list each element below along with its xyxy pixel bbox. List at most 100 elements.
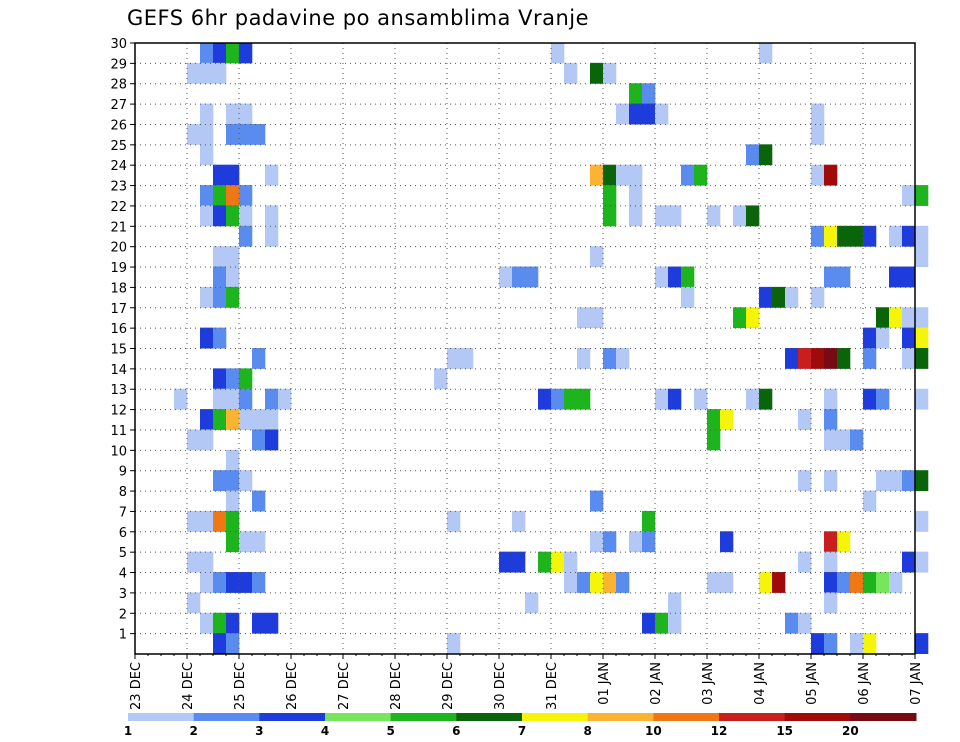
heatmap-cell — [824, 409, 838, 430]
heatmap-cell — [226, 531, 240, 553]
heatmap-cell — [811, 103, 825, 125]
heatmap-cell — [200, 429, 214, 451]
heatmap-cell — [850, 429, 864, 451]
x-tick-label: 03 JAN — [701, 662, 716, 705]
heatmap-cell — [226, 572, 240, 593]
heatmap-cell — [512, 266, 526, 288]
colorbar-swatch — [128, 713, 195, 721]
heatmap-cell — [213, 470, 227, 492]
heatmap-cell — [525, 266, 539, 288]
heatmap-cell — [785, 348, 799, 369]
heatmap-cell — [863, 225, 877, 247]
colorbar-swatch — [456, 713, 523, 721]
heatmap-cell — [720, 409, 734, 430]
heatmap-cell — [759, 42, 773, 64]
heatmap-cell — [668, 205, 682, 227]
y-tick-label: 14 — [110, 363, 127, 378]
heatmap-cell — [239, 123, 253, 145]
heatmap-cell — [629, 531, 643, 553]
heatmap-cell — [252, 348, 266, 369]
heatmap-cell — [707, 429, 721, 451]
heatmap-cell — [213, 572, 227, 593]
heatmap-cell — [239, 185, 253, 206]
heatmap-cell — [915, 470, 929, 492]
heatmap-cell — [252, 572, 266, 593]
colorbar-label: 4 — [321, 724, 329, 738]
colorbar-swatch — [653, 713, 720, 721]
heatmap-cell — [616, 103, 630, 125]
x-tick-label: 27 DEC — [337, 662, 352, 710]
heatmap-cell — [759, 286, 773, 308]
heatmap-cell — [213, 327, 227, 349]
y-tick-label: 23 — [110, 180, 127, 195]
data-cells — [174, 42, 929, 654]
heatmap-cell — [668, 388, 682, 410]
heatmap-cell — [226, 510, 240, 532]
heatmap-cell — [226, 470, 240, 492]
heatmap-cell — [915, 185, 929, 206]
heatmap-cell — [759, 572, 773, 593]
heatmap-cell — [447, 510, 461, 532]
x-tick-label: 28 DEC — [389, 662, 404, 710]
y-tick-label: 1 — [119, 628, 127, 643]
plot-frame — [134, 42, 916, 655]
y-tick-label: 4 — [119, 567, 127, 582]
heatmap-cell — [187, 62, 201, 84]
y-tick-label: 11 — [110, 424, 127, 439]
heatmap-cell — [226, 388, 240, 410]
heatmap-cell — [512, 510, 526, 532]
heatmap-cell — [200, 123, 214, 145]
colorbar-swatch — [193, 713, 260, 721]
heatmap-cell — [187, 123, 201, 145]
heatmap-cell — [902, 307, 916, 329]
heatmap-cell — [681, 266, 695, 288]
heatmap-cell — [590, 62, 604, 84]
x-tick-label: 05 JAN — [805, 662, 820, 705]
colorbar-label: 8 — [583, 724, 591, 738]
heatmap-cell — [499, 551, 513, 573]
heatmap-cell — [694, 164, 708, 186]
heatmap-cell — [759, 388, 773, 410]
heatmap-cell — [720, 531, 734, 553]
heatmap-cell — [239, 42, 253, 64]
heatmap-cell — [213, 164, 227, 186]
heatmap-cell — [265, 429, 279, 451]
heatmap-cell — [616, 164, 630, 186]
x-tick-label: 24 DEC — [181, 662, 196, 710]
x-tick-label: 06 JAN — [857, 662, 872, 705]
heatmap-cell — [239, 572, 253, 593]
colorbar-label: 5 — [386, 724, 394, 738]
heatmap-cell — [798, 409, 812, 430]
heatmap-cell — [590, 531, 604, 553]
heatmap-cell — [746, 205, 760, 227]
heatmap-cell — [915, 327, 929, 349]
heatmap-cell — [252, 612, 266, 634]
heatmap-cell — [915, 633, 929, 654]
heatmap-cell — [915, 348, 929, 369]
heatmap-cell — [681, 164, 695, 186]
y-tick-label: 24 — [110, 159, 127, 174]
y-tick-label: 7 — [119, 505, 127, 520]
heatmap-cell — [837, 225, 851, 247]
y-tick-label: 30 — [110, 37, 127, 52]
heatmap-cell — [655, 103, 669, 125]
x-tick-label: 07 JAN — [909, 662, 924, 705]
heatmap-cell — [694, 388, 708, 410]
heatmap-cell — [837, 429, 851, 451]
heatmap-cell — [863, 633, 877, 654]
heatmap-cell — [707, 572, 721, 593]
heatmap-cell — [174, 388, 188, 410]
heatmap-cell — [811, 633, 825, 654]
x-tick-label: 31 DEC — [545, 662, 560, 710]
x-tick-label: 23 DEC — [129, 662, 144, 710]
heatmap-cell — [447, 633, 461, 654]
heatmap-cell — [824, 592, 838, 614]
heatmap-cell — [226, 409, 240, 430]
y-tick-label: 27 — [110, 98, 127, 113]
heatmap-cell — [226, 185, 240, 206]
heatmap-cell — [915, 225, 929, 247]
heatmap-cell — [915, 388, 929, 410]
heatmap-cell — [252, 490, 266, 512]
y-tick-label: 8 — [119, 485, 127, 500]
heatmap-cell — [902, 185, 916, 206]
